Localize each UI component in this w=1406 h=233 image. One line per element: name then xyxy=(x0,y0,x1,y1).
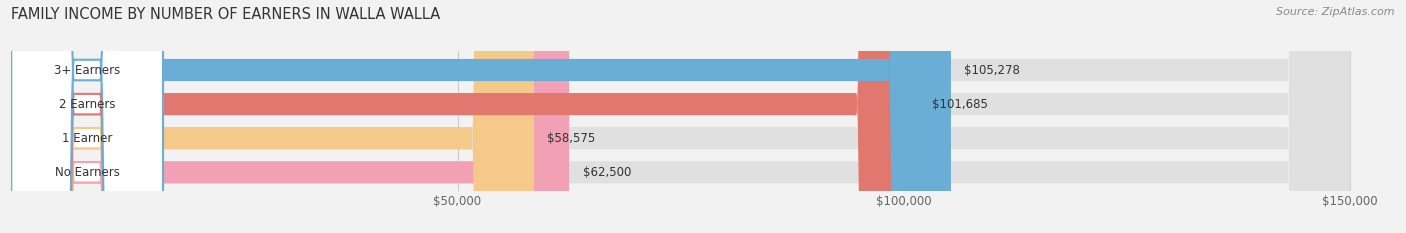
Text: $58,575: $58,575 xyxy=(547,132,596,145)
Text: 3+ Earners: 3+ Earners xyxy=(53,64,121,76)
Text: No Earners: No Earners xyxy=(55,166,120,179)
FancyBboxPatch shape xyxy=(11,0,163,233)
FancyBboxPatch shape xyxy=(11,0,569,233)
Text: Source: ZipAtlas.com: Source: ZipAtlas.com xyxy=(1277,7,1395,17)
FancyBboxPatch shape xyxy=(11,0,163,233)
Text: FAMILY INCOME BY NUMBER OF EARNERS IN WALLA WALLA: FAMILY INCOME BY NUMBER OF EARNERS IN WA… xyxy=(11,7,440,22)
Text: 2 Earners: 2 Earners xyxy=(59,98,115,111)
FancyBboxPatch shape xyxy=(11,0,1350,233)
Text: 1 Earner: 1 Earner xyxy=(62,132,112,145)
FancyBboxPatch shape xyxy=(11,0,950,233)
FancyBboxPatch shape xyxy=(11,0,1350,233)
FancyBboxPatch shape xyxy=(11,0,163,233)
Text: $105,278: $105,278 xyxy=(965,64,1021,76)
FancyBboxPatch shape xyxy=(11,0,163,233)
FancyBboxPatch shape xyxy=(11,0,534,233)
Text: $101,685: $101,685 xyxy=(932,98,988,111)
FancyBboxPatch shape xyxy=(11,0,920,233)
FancyBboxPatch shape xyxy=(11,0,1350,233)
Text: $62,500: $62,500 xyxy=(582,166,631,179)
FancyBboxPatch shape xyxy=(11,0,1350,233)
